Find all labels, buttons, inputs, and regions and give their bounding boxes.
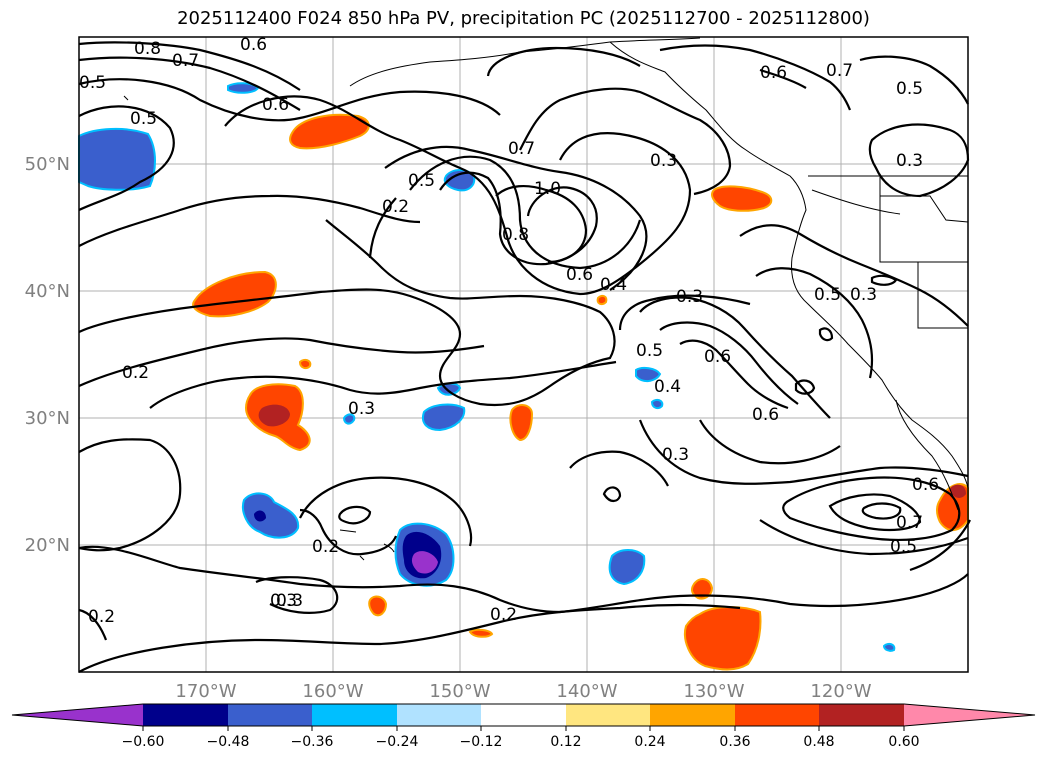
- chart-title: 2025112400 F024 850 hPa PV, precipitatio…: [177, 8, 870, 29]
- contour-label: 0.2: [490, 605, 517, 625]
- contour-label: 0.5: [408, 171, 435, 191]
- lat-tick-label: 20°N: [25, 535, 70, 556]
- colorbar-tick-label: 0.12: [550, 734, 581, 750]
- colorbar-segment: [650, 704, 735, 726]
- contour-label: 0.2: [312, 537, 339, 557]
- contour-label: 0.6: [566, 265, 593, 285]
- colorbar-extension-high: [904, 704, 1035, 726]
- contour-label: 0.2: [382, 197, 409, 217]
- contour-label: 0.7: [826, 61, 853, 81]
- contour-label: 0.3: [850, 285, 877, 305]
- contour-label: 0.3: [662, 445, 689, 465]
- lon-tick-label: 160°W: [302, 681, 363, 702]
- colorbar-segment: [228, 704, 312, 726]
- contour-label: 0.7: [896, 513, 923, 533]
- colorbar-tick-label: −0.36: [291, 734, 334, 750]
- colorbar-segment: [735, 704, 819, 726]
- lat-tick-label: 50°N: [25, 154, 70, 175]
- colorbar-segment: [819, 704, 904, 726]
- lon-tick-label: 120°W: [810, 681, 871, 702]
- precip-fill: [78, 82, 969, 671]
- colorbar: −0.60 −0.48 −0.36 −0.24 −0.12 0.12 0.24 0.36 0.4…: [11, 703, 1036, 750]
- colorbar-segment: [397, 704, 481, 726]
- contour-label: 0.2: [88, 607, 115, 627]
- colorbar-segment: [312, 704, 397, 726]
- colorbar-tick-label: 0.48: [803, 734, 834, 750]
- contour-label: 0.3: [650, 151, 677, 171]
- map-frame: [78, 36, 969, 673]
- colorbar-extension-low: [12, 704, 143, 726]
- pv-contours: [78, 41, 971, 673]
- contour-label: 0.6: [760, 63, 787, 83]
- colorbar-tick-label: −0.24: [376, 734, 419, 750]
- contour-label: 0.6: [704, 347, 731, 367]
- contour-label: 0.6: [912, 475, 939, 495]
- colorbar-tick-label: −0.48: [207, 734, 250, 750]
- contour-label: 0.2: [122, 363, 149, 383]
- contour-label: 0.8: [502, 225, 529, 245]
- contour-label: 0.6: [240, 35, 267, 55]
- contour-label: 0.3: [270, 591, 297, 611]
- colorbar-segment: [143, 704, 228, 726]
- contour-label: 0.5: [814, 285, 841, 305]
- colorbar-tick-label: −0.12: [460, 734, 503, 750]
- contour-label: 0.7: [508, 139, 535, 159]
- colorbar-tick-label: 0.24: [634, 734, 665, 750]
- lon-tick-label: 150°W: [429, 681, 490, 702]
- contour-label: 0.3: [676, 287, 703, 307]
- lat-axis-labels: 20°N 30°N 40°N 50°N: [25, 154, 70, 556]
- lon-axis-labels: 170°W 160°W 150°W 140°W 130°W 120°W: [175, 681, 871, 702]
- lat-tick-label: 30°N: [25, 408, 70, 429]
- lon-tick-label: 170°W: [175, 681, 236, 702]
- lon-tick-label: 140°W: [556, 681, 617, 702]
- contour-label: 0.5: [890, 537, 917, 557]
- colorbar-tick-label: 0.36: [719, 734, 750, 750]
- contour-label: 0.6: [752, 405, 779, 425]
- colorbar-tick-label: 0.60: [888, 734, 919, 750]
- contour-label: 0.4: [654, 377, 681, 397]
- colorbar-segment: [481, 704, 566, 726]
- lon-tick-label: 130°W: [683, 681, 744, 702]
- lat-tick-label: 40°N: [25, 281, 70, 302]
- contour-label: 0.6: [262, 95, 289, 115]
- contour-label: 0.7: [172, 51, 199, 71]
- colorbar-segment: [566, 704, 650, 726]
- colorbar-tick-label: −0.60: [122, 734, 165, 750]
- contour-label: 0.5: [79, 73, 106, 93]
- contour-label: 0.5: [130, 109, 157, 129]
- contour-label: 0.4: [600, 275, 627, 295]
- contour-label: 0.3: [276, 591, 303, 611]
- contour-label: 0.3: [896, 151, 923, 171]
- contour-label: 0.8: [134, 39, 161, 59]
- map-background: [79, 37, 968, 672]
- contour-label: 0.3: [348, 399, 375, 419]
- contour-label: 0.5: [636, 341, 663, 361]
- contour-labels: 0.8 0.7 0.6 0.5 0.5 0.6 0.7 0.3 1.0 0.2 …: [79, 35, 939, 627]
- contour-label: 1.0: [534, 179, 561, 199]
- contour-label: 0.5: [896, 79, 923, 99]
